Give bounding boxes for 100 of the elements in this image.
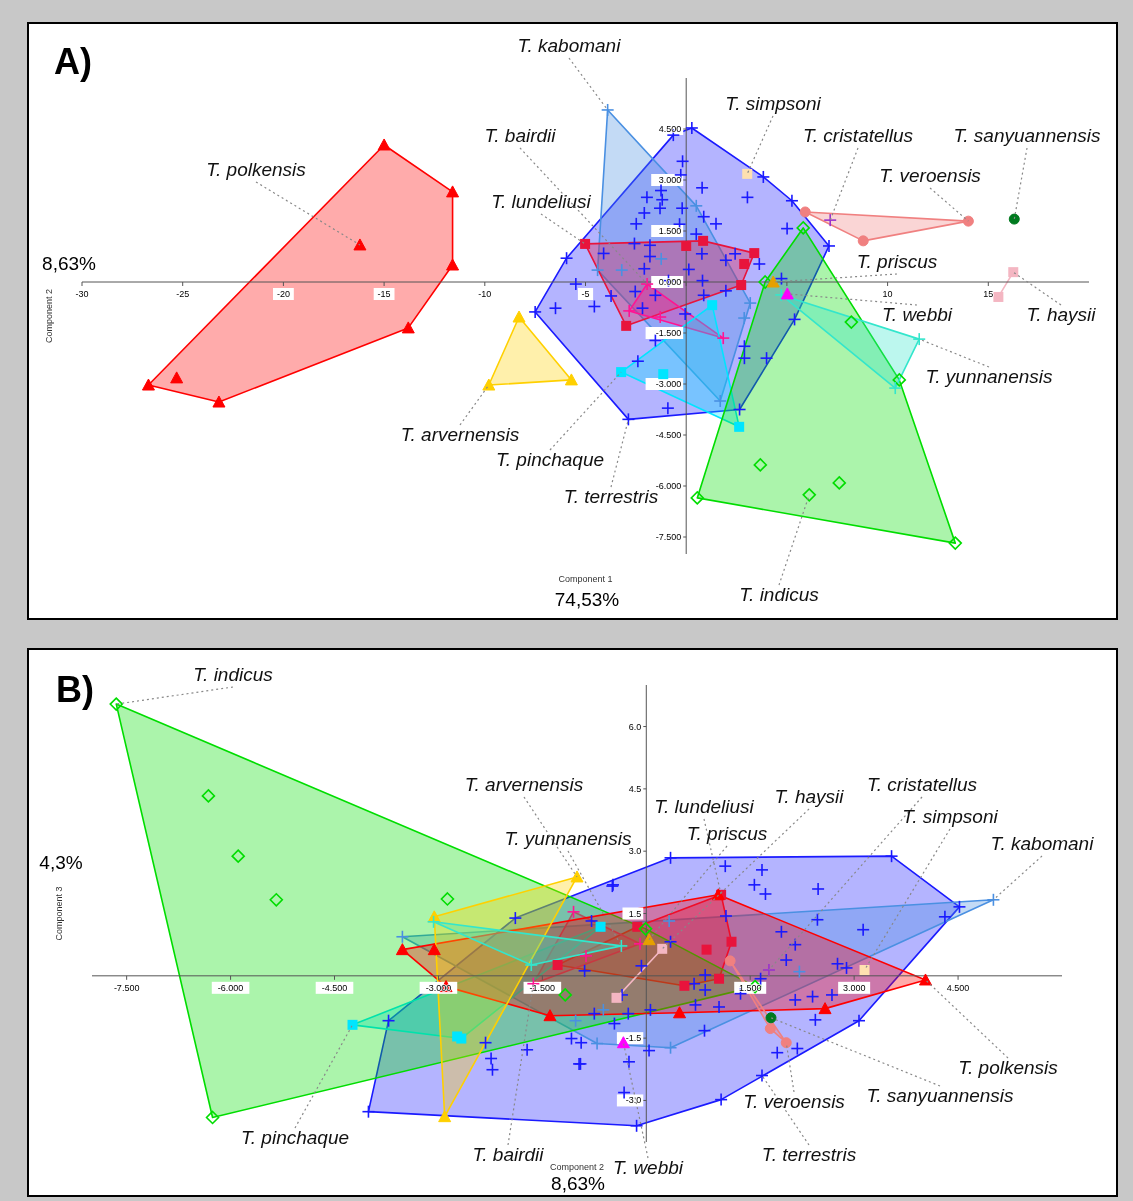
text: T. priscus [686, 823, 768, 845]
y-tick-label: 6.0 [628, 721, 642, 732]
series-label: T. veroensis [879, 165, 982, 187]
x-tick-label: -1.500 [529, 982, 556, 993]
x-tick-label: -7.500 [113, 982, 140, 993]
text: T. cristatellus [866, 774, 978, 796]
point [780, 287, 794, 300]
point [543, 1009, 557, 1022]
x-tick-label: -30 [75, 289, 89, 299]
point [765, 1012, 777, 1024]
point [802, 488, 817, 502]
point [799, 206, 811, 218]
point [452, 1031, 463, 1042]
x-tick-label: 10 [882, 289, 893, 299]
text: T. webbi [612, 1157, 684, 1179]
point [679, 980, 690, 991]
point [657, 943, 668, 954]
point [377, 138, 391, 151]
series-label: T. lundeliusi [491, 191, 592, 213]
point [919, 973, 933, 986]
x-axis-title: Component 2 [549, 1162, 605, 1172]
point [347, 1019, 358, 1030]
point [780, 1037, 792, 1049]
text: T. lundeliusi [654, 796, 755, 818]
point [632, 921, 643, 932]
text: T. indicus [193, 664, 274, 686]
point [832, 476, 847, 490]
point [892, 373, 907, 387]
text: T. indicus [739, 584, 820, 606]
text: T. polkensis [206, 159, 307, 181]
text: T. kabomani [990, 833, 1095, 855]
y-tick-label: -1.500 [655, 328, 682, 338]
point [353, 238, 367, 251]
point [753, 458, 768, 472]
point [440, 892, 455, 906]
x-tick-label: -5 [581, 289, 590, 299]
x-tick-label: -6.000 [217, 982, 244, 993]
text: T. veroensis [743, 1091, 846, 1113]
y-tick-label: 1.5 [628, 908, 642, 919]
point [427, 943, 441, 956]
text: T. sanyuannensis [953, 125, 1102, 147]
y-tick-label: -4.500 [655, 430, 682, 440]
point [558, 988, 573, 1002]
y-tick-label: 3.000 [658, 175, 682, 185]
point [698, 235, 709, 246]
text: T. arvernensis [400, 424, 520, 446]
point [642, 933, 656, 946]
point [1008, 213, 1020, 225]
text: T. priscus [856, 251, 938, 273]
point [724, 955, 736, 967]
x-tick-label: -25 [176, 289, 190, 299]
y-tick-label: 1.500 [658, 226, 682, 236]
text: T. pinchaque [495, 449, 605, 471]
point [739, 258, 750, 269]
point [395, 943, 409, 956]
point [714, 973, 725, 984]
y-tick-label: -7.500 [655, 532, 682, 542]
chart-title: B) [56, 668, 94, 710]
point [570, 870, 584, 883]
point [734, 421, 745, 432]
point [993, 291, 1004, 302]
point [690, 491, 705, 505]
y-tick-label: 4.500 [658, 124, 682, 134]
x-tick-label: -10 [478, 289, 492, 299]
point [616, 367, 627, 378]
point [1008, 267, 1019, 278]
point [859, 965, 870, 975]
point [673, 1006, 687, 1019]
point [201, 789, 216, 803]
text: 74,53% [554, 589, 620, 611]
x-axis-title: Component 1 [558, 574, 613, 584]
point [401, 321, 415, 334]
y-tick-label: 3.0 [628, 846, 642, 857]
text: T. simpsoni [902, 806, 999, 828]
point [749, 248, 760, 259]
y-axis-title: Component 3 [54, 886, 64, 941]
point [711, 888, 725, 901]
text: T. kabomani [517, 35, 622, 57]
point [446, 185, 460, 198]
text: T. terrestris [761, 1144, 857, 1166]
point [141, 378, 155, 391]
y-tick-label: -1.5 [625, 1033, 642, 1044]
point [638, 922, 653, 936]
text: T. haysii [774, 786, 845, 808]
y-tick-label: -3.000 [655, 379, 682, 389]
text: 8,63% [551, 1173, 606, 1195]
point [552, 960, 563, 971]
point [611, 992, 622, 1003]
text: T. sanyuannensis [866, 1085, 1015, 1107]
x-tick-label: 4.500 [946, 982, 970, 993]
point [212, 395, 226, 408]
point [446, 258, 460, 271]
point [109, 697, 124, 711]
point [948, 536, 963, 550]
point [707, 300, 718, 311]
point [796, 221, 811, 235]
point [726, 936, 737, 947]
point [962, 215, 974, 227]
text: T. polkensis [958, 1057, 1059, 1079]
annotation: 8,63% [42, 253, 97, 275]
